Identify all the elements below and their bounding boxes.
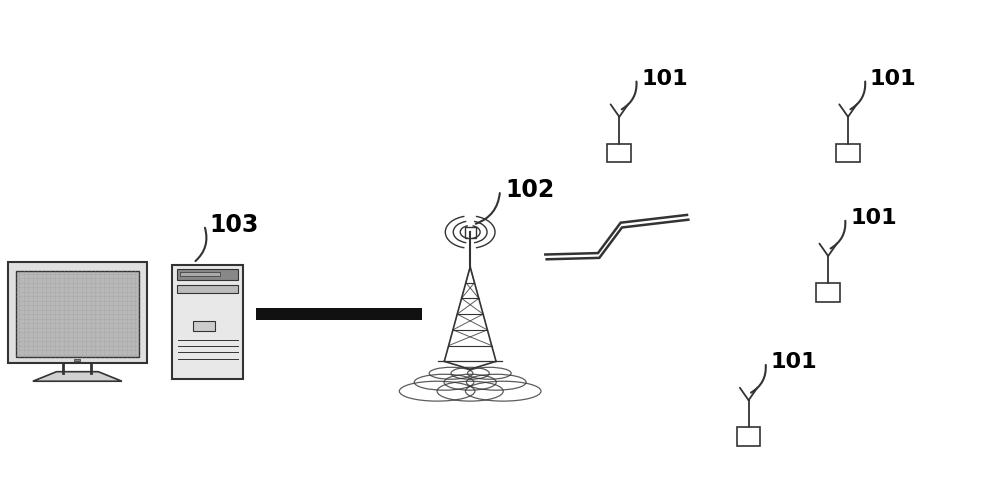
Text: 102: 102	[505, 178, 554, 202]
Bar	[74, 359, 80, 361]
Text: 101: 101	[850, 208, 897, 228]
Bar	[465, 227, 476, 238]
Bar	[256, 308, 422, 320]
Bar	[16, 271, 139, 358]
Bar	[836, 144, 860, 162]
Bar	[180, 273, 220, 277]
Polygon shape	[33, 371, 122, 381]
Bar	[816, 283, 840, 302]
Text: 101: 101	[770, 352, 817, 372]
Bar	[172, 265, 243, 379]
Bar	[737, 427, 760, 446]
Bar	[8, 262, 147, 363]
Bar	[607, 144, 631, 162]
Text: 101: 101	[641, 69, 688, 89]
Text: 101: 101	[870, 69, 917, 89]
Text: 103: 103	[209, 213, 258, 237]
Bar	[177, 270, 238, 280]
Bar	[177, 285, 238, 294]
Bar	[193, 321, 215, 331]
